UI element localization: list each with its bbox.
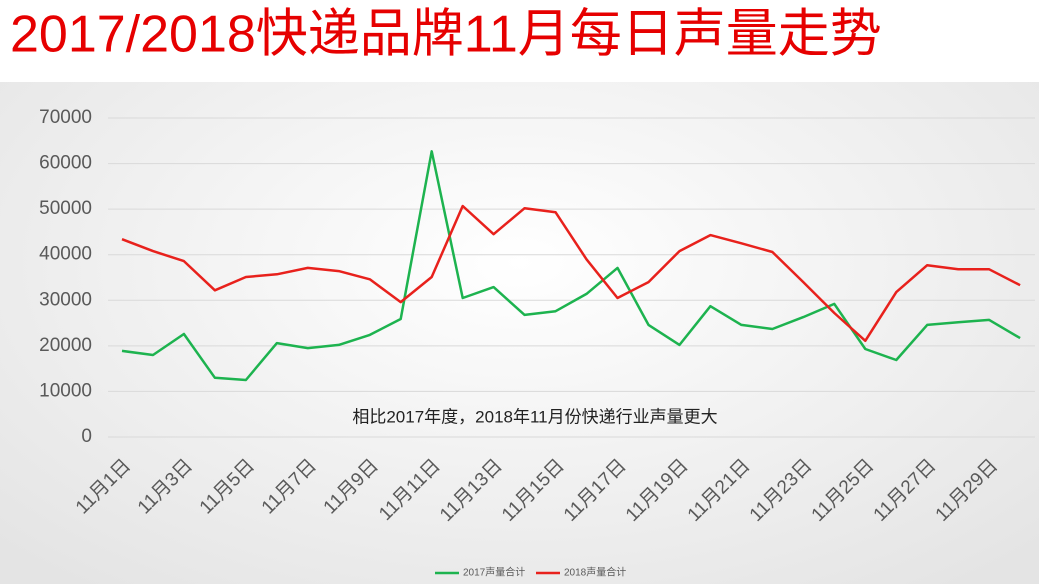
- y-tick-label: 70000: [39, 107, 92, 128]
- y-tick-label: 0: [81, 426, 92, 447]
- y-tick-label: 50000: [39, 198, 92, 219]
- y-tick-label: 30000: [39, 289, 92, 310]
- legend-label: 2017声量合计: [463, 566, 525, 579]
- chart-title: 2017/2018快递品牌11月每日声量走势: [10, 6, 882, 64]
- legend-label: 2018声量合计: [564, 566, 626, 579]
- y-tick-label: 10000: [39, 380, 92, 401]
- annotation: 相比2017年度，2018年11月份快递行业声量更大: [352, 407, 717, 426]
- y-tick-label: 20000: [39, 335, 92, 356]
- series-line: [121, 150, 1021, 382]
- y-tick-label: 40000: [39, 244, 92, 265]
- series-line: [121, 204, 1021, 343]
- y-tick-label: 60000: [39, 153, 92, 174]
- title-band: [0, 0, 1039, 82]
